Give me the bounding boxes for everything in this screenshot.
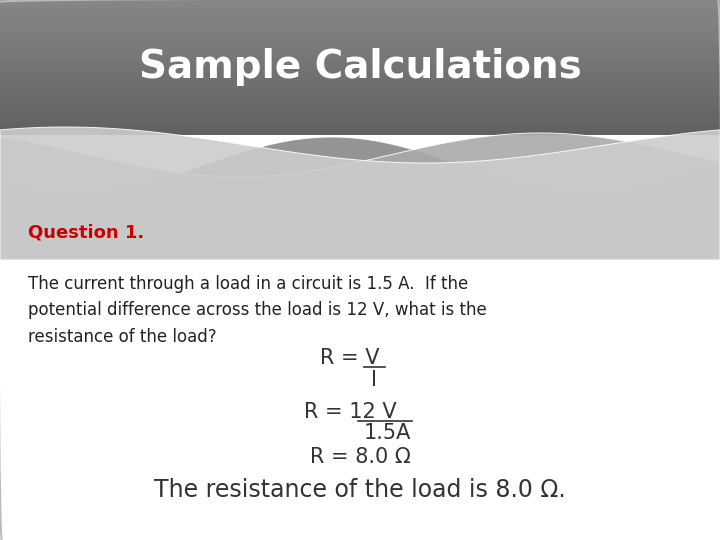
Text: The resistance of the load is 8.0 Ω.: The resistance of the load is 8.0 Ω.: [154, 478, 566, 502]
Bar: [0, 54, 720, 58]
Bar: [0, 126, 720, 131]
Text: R = 8.0 Ω: R = 8.0 Ω: [310, 447, 410, 467]
Bar: [0, 85, 720, 90]
Bar: [0, 27, 720, 31]
Bar: [0, 131, 720, 135]
Bar: [0, 58, 720, 63]
Bar: [0, 45, 720, 50]
Bar: [0, 117, 720, 122]
Bar: [0, 81, 720, 85]
Bar: [0, 112, 720, 117]
Bar: [0, 63, 720, 68]
Bar: [0, 77, 720, 81]
Text: R = 12 V: R = 12 V: [304, 402, 396, 422]
Text: Question 1.: Question 1.: [28, 223, 144, 241]
Bar: [0, 18, 720, 23]
Text: 1.5A: 1.5A: [364, 423, 410, 443]
Text: I: I: [371, 370, 377, 390]
Bar: [0, 90, 720, 94]
Text: R = V: R = V: [320, 348, 379, 368]
Text: The current through a load in a circuit is 1.5 A.  If the
potential difference a: The current through a load in a circuit …: [28, 275, 487, 346]
Bar: [0, 0, 720, 4]
Bar: [0, 108, 720, 112]
Bar: [0, 9, 720, 14]
Bar: [0, 23, 720, 27]
Bar: [0, 68, 720, 72]
Bar: [0, 50, 720, 54]
Bar: [0, 94, 720, 99]
Polygon shape: [0, 137, 720, 260]
Bar: [0, 104, 720, 108]
Bar: [0, 36, 720, 40]
Bar: [0, 40, 720, 45]
Bar: [0, 31, 720, 36]
Polygon shape: [0, 127, 720, 260]
Bar: [0, 122, 720, 126]
Bar: [0, 4, 720, 9]
Polygon shape: [0, 133, 720, 260]
Bar: [0, 99, 720, 104]
Bar: [0, 14, 720, 18]
Text: Sample Calculations: Sample Calculations: [139, 49, 581, 86]
Bar: [0, 72, 720, 77]
